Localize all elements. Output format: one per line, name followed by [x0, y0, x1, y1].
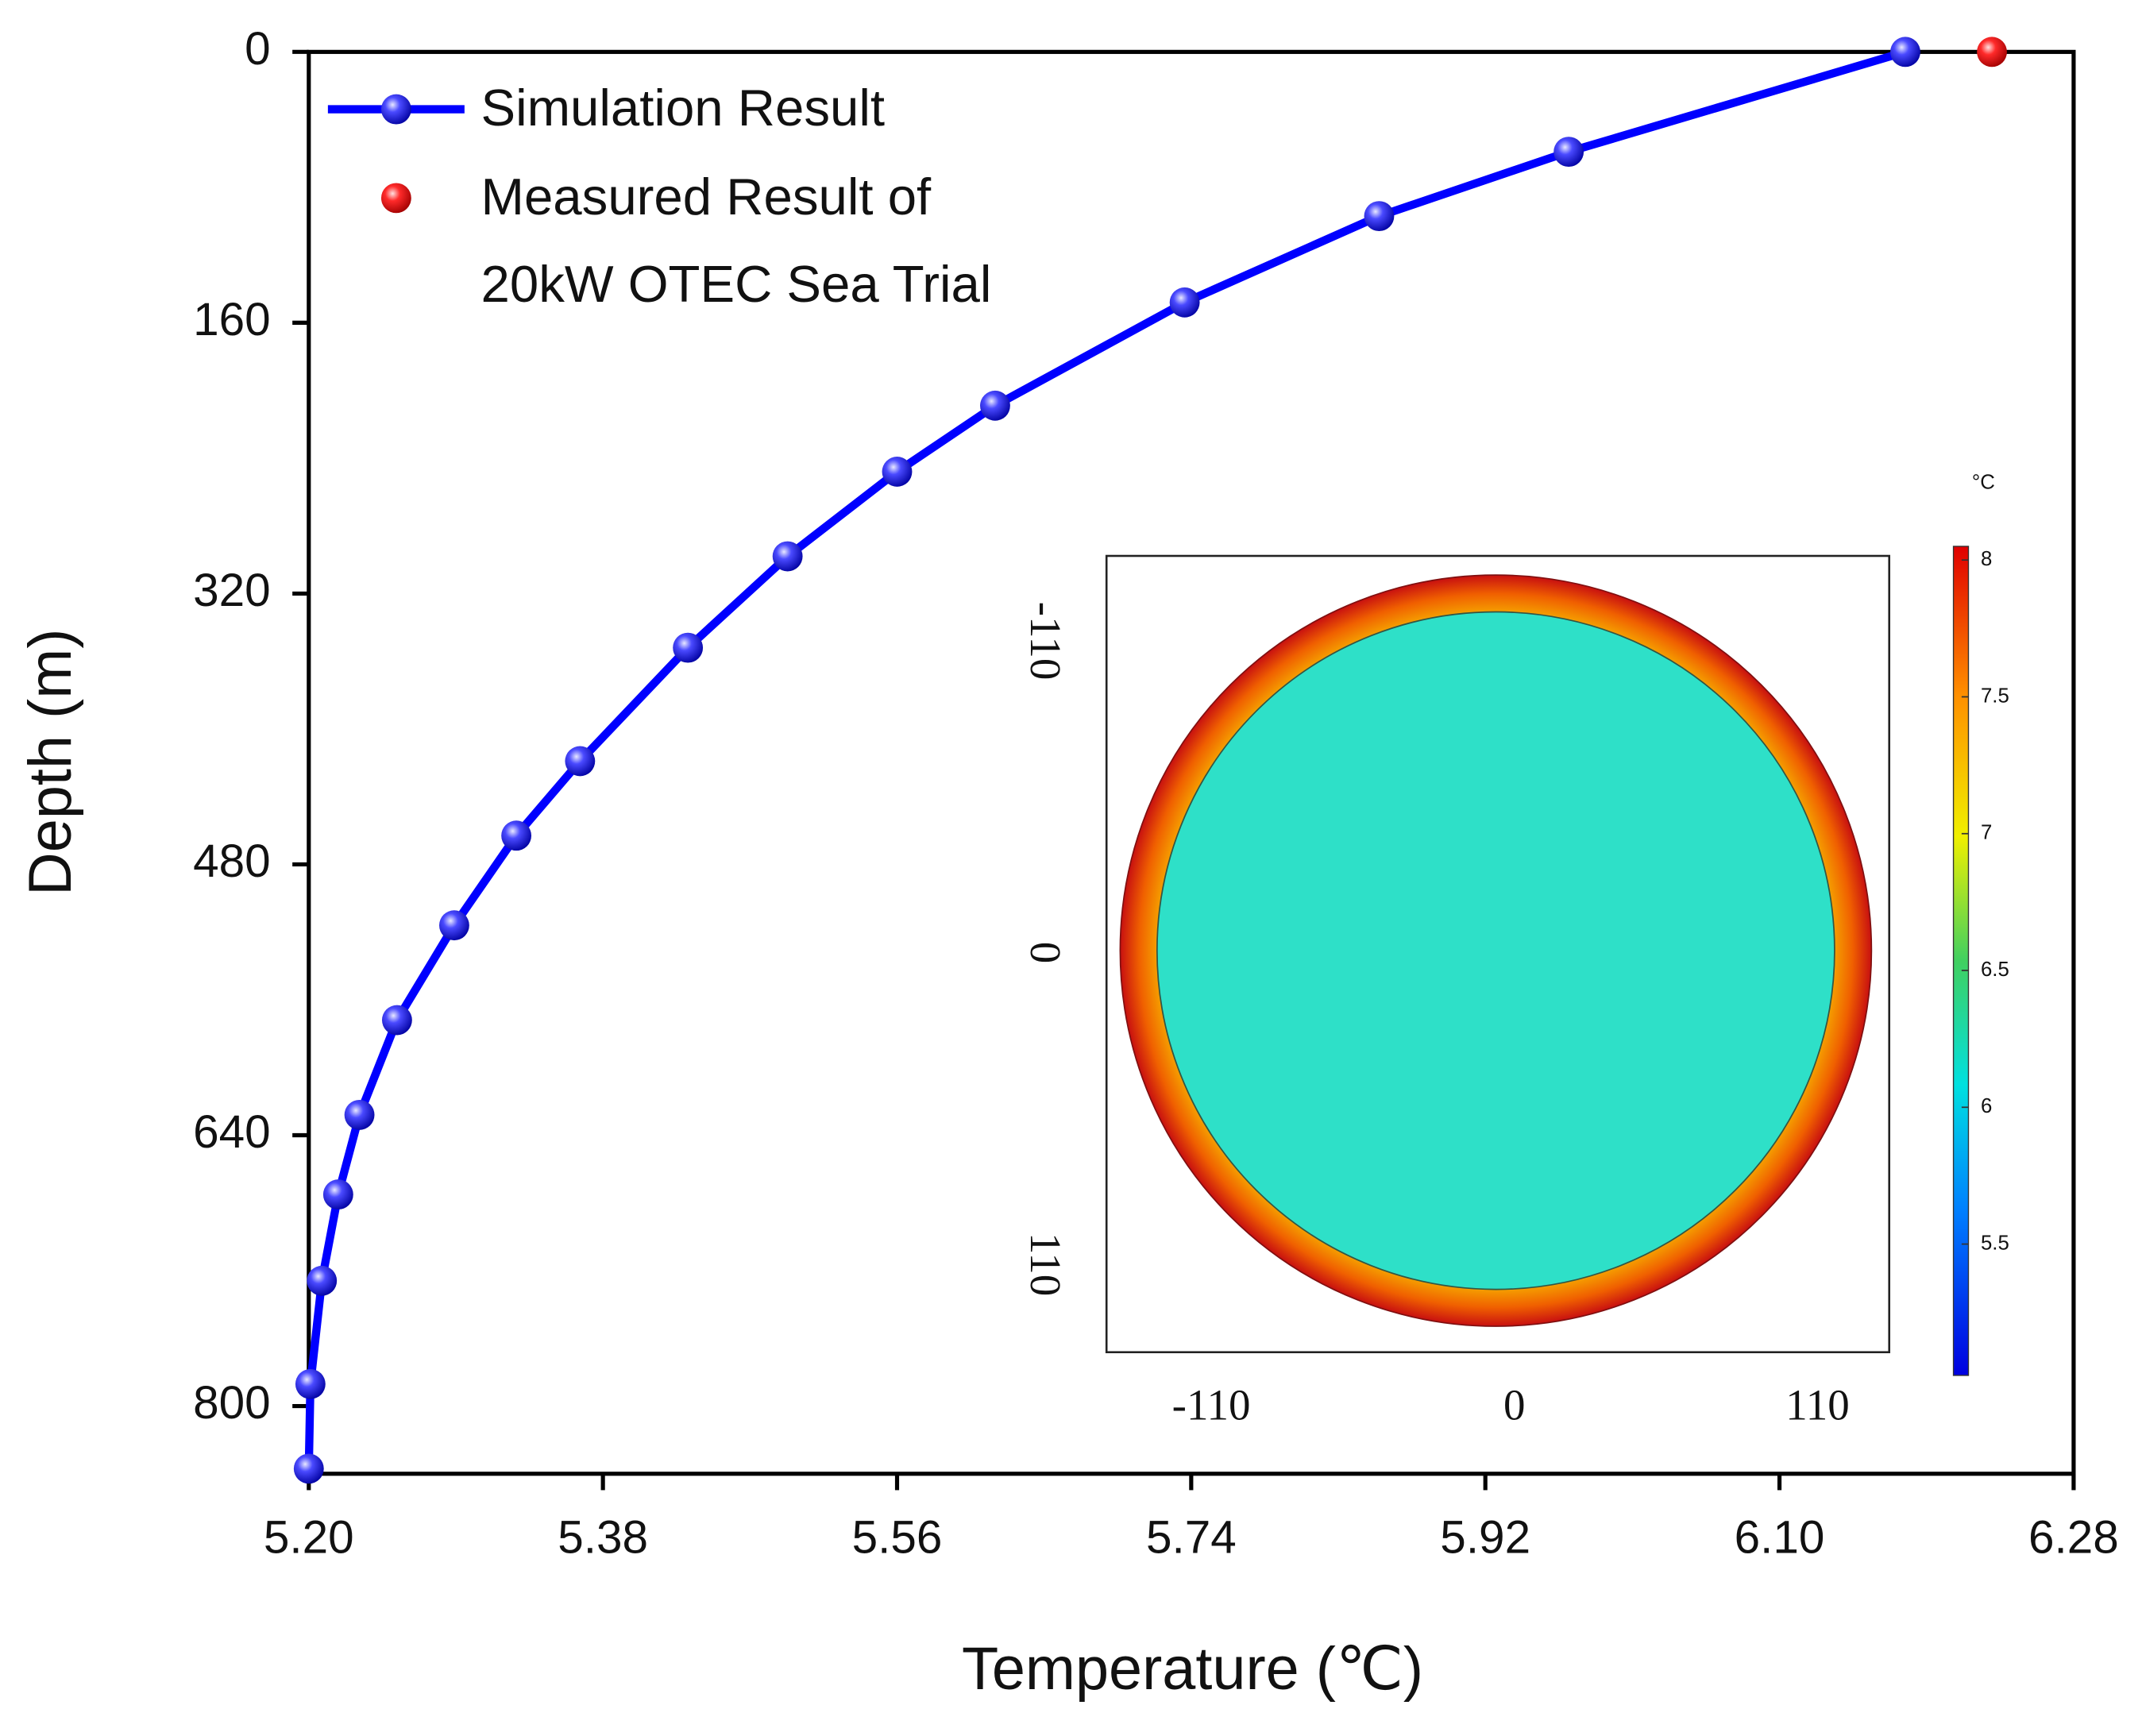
- inset-x-tick-label: 110: [1785, 1381, 1849, 1429]
- legend-entry: Measured Result of 20kW OTEC Sea Trial: [481, 169, 992, 314]
- legend: Simulation Result Measured Result of 20kW…: [327, 80, 992, 314]
- colorbar: [1952, 546, 1970, 1376]
- point: [307, 1265, 338, 1296]
- point: [293, 1453, 324, 1484]
- y-axis-title: Depth (m): [17, 629, 84, 896]
- y-tick-label: 800: [193, 1377, 271, 1429]
- x-tick-label: 5.92: [1440, 1512, 1530, 1564]
- point: [322, 1179, 353, 1210]
- x-tick-label: 5.20: [264, 1512, 354, 1564]
- inset-y-tick-label: -110: [1021, 602, 1070, 681]
- point: [1169, 287, 1200, 318]
- point: [673, 632, 704, 663]
- legend-label: Simulation Result: [481, 80, 886, 138]
- colorbar-tick-label: 6: [1981, 1095, 1992, 1117]
- point: [344, 1099, 375, 1130]
- point: [882, 457, 913, 487]
- x-tick-label: 5.74: [1146, 1512, 1237, 1564]
- inset-x-tick-label: 0: [1503, 1381, 1526, 1429]
- legend-marker: [380, 183, 411, 214]
- point: [501, 820, 532, 851]
- point: [1890, 37, 1920, 68]
- y-tick-label: 0: [245, 23, 271, 75]
- legend-marker: [380, 94, 411, 125]
- point: [1553, 137, 1584, 168]
- inset-y-tick-label: 110: [1021, 1233, 1070, 1296]
- point: [772, 541, 803, 572]
- inset-x-tick-label: -110: [1172, 1381, 1251, 1429]
- point: [295, 1368, 326, 1399]
- y-tick-label: 160: [193, 294, 271, 345]
- colorbar-tick-label: 8: [1981, 548, 1992, 570]
- point: [565, 746, 596, 777]
- x-tick-label: 6.28: [2028, 1512, 2119, 1564]
- point: [980, 390, 1010, 421]
- x-axis-title: Temperature (℃): [962, 1635, 1423, 1703]
- colorbar-tick-label: 6.5: [1981, 959, 2009, 981]
- inset: °C -110 0 110 -110 0 110 5.5 6 6.5 7 7.5 8: [1021, 472, 2009, 1429]
- colorbar-tick-label: 5.5: [1981, 1232, 2009, 1254]
- y-tick-label: 480: [193, 835, 271, 887]
- point: [1977, 37, 2007, 68]
- colorbar-unit: °C: [1972, 472, 1995, 494]
- point: [438, 910, 469, 941]
- inset-y-tick-label: 0: [1021, 942, 1070, 964]
- x-tick-label: 5.56: [852, 1512, 943, 1564]
- x-tick-label: 6.10: [1735, 1512, 1825, 1564]
- legend-entry: Simulation Result: [481, 80, 886, 138]
- point: [1364, 201, 1395, 232]
- colorbar-tick-label: 7: [1981, 822, 1992, 844]
- colorbar-tick-label: 7.5: [1981, 685, 2009, 707]
- legend-label: Measured Result of 20kW OTEC Sea Trial: [481, 169, 992, 314]
- x-tick-label: 5.38: [558, 1512, 648, 1564]
- pipe-water: [1156, 611, 1835, 1290]
- point: [381, 1005, 412, 1036]
- y-tick-label: 320: [193, 565, 271, 616]
- y-tick-label: 640: [193, 1106, 271, 1158]
